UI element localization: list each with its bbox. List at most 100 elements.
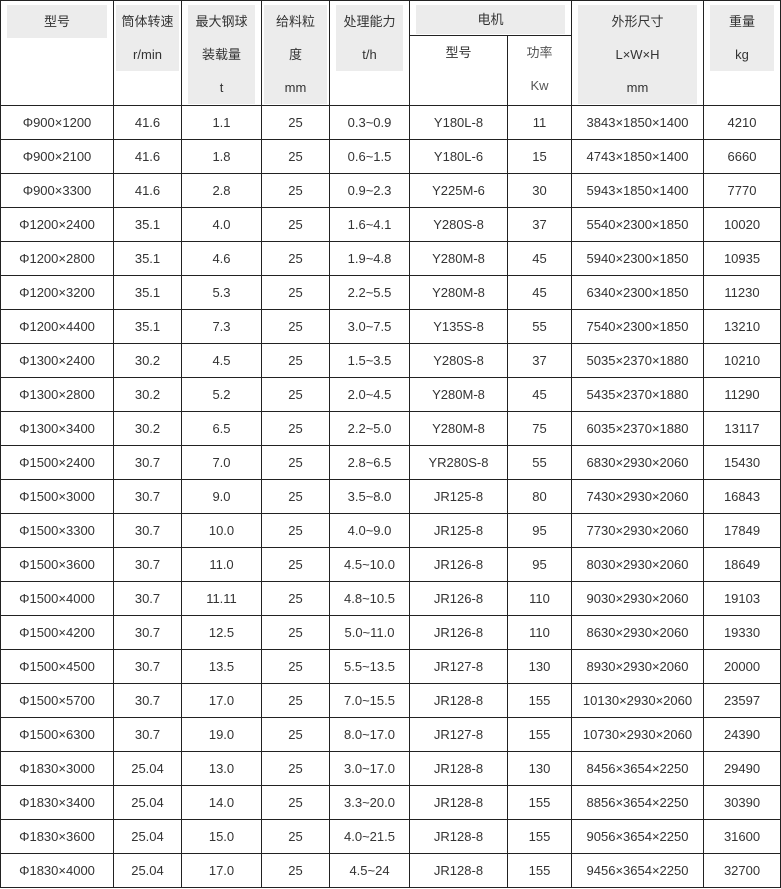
cell-motor-power: 155 [506, 717, 573, 752]
table-row: Φ1500×5700 30.7 17.0 25 7.0~15.5 JR128-8 155 10… [0, 683, 781, 718]
table-row: Φ1500×3300 30.7 10.0 25 4.0~9.0 JR125-8 95 7730… [0, 513, 781, 548]
cell-capacity: 3.0~17.0 [329, 751, 410, 786]
cell-ball-load: 10.0 [181, 513, 262, 548]
cell-motor-power: 95 [506, 547, 573, 582]
cell-model: Φ1830×4000 [0, 853, 114, 888]
cell-speed: 41.6 [113, 173, 182, 208]
cell-model: Φ1500×5700 [0, 683, 114, 718]
cell-motor-power: 95 [506, 513, 573, 548]
cell-motor-power: 130 [506, 751, 573, 786]
cell-feed-size: 25 [261, 649, 330, 684]
cell-dimensions: 9030×2930×2060 [571, 581, 705, 616]
table-row: Φ1830×3600 25.04 15.0 25 4.0~21.5 JR128-8 155 9… [0, 819, 781, 854]
cell-ball-load: 14.0 [181, 785, 262, 820]
cell-ball-load: 6.5 [181, 411, 262, 446]
cell-motor-power: 155 [506, 683, 573, 718]
table-row: Φ1300×3400 30.2 6.5 25 2.2~5.0 Y280M-8 75 6035×… [0, 411, 781, 446]
cell-motor-model: Y280M-8 [409, 411, 508, 446]
cell-motor-power: 15 [506, 139, 573, 174]
cell-weight: 6660 [703, 139, 781, 174]
cell-feed-size: 25 [261, 785, 330, 820]
cell-feed-size: 25 [261, 717, 330, 752]
cell-motor-model: JR127-8 [409, 649, 508, 684]
cell-speed: 30.7 [113, 547, 182, 582]
cell-dimensions: 4743×1850×1400 [571, 139, 705, 174]
cell-weight: 11290 [703, 377, 781, 412]
cell-speed: 35.1 [113, 275, 182, 310]
cell-speed: 25.04 [113, 819, 182, 854]
cell-capacity: 1.5~3.5 [329, 343, 410, 378]
cell-motor-model: Y280M-8 [409, 377, 508, 412]
cell-ball-load: 7.0 [181, 445, 262, 480]
cell-speed: 35.1 [113, 309, 182, 344]
cell-feed-size: 25 [261, 105, 330, 140]
cell-speed: 30.7 [113, 717, 182, 752]
table-row: Φ1830×4000 25.04 17.0 25 4.5~24 JR128-8 155 945… [0, 853, 781, 888]
cell-motor-model: Y280S-8 [409, 343, 508, 378]
cell-capacity: 2.2~5.5 [329, 275, 410, 310]
cell-dimensions: 3843×1850×1400 [571, 105, 705, 140]
cell-dimensions: 6035×2370×1880 [571, 411, 705, 446]
cell-speed: 35.1 [113, 241, 182, 276]
cell-motor-model: Y280S-8 [409, 207, 508, 242]
cell-capacity: 2.2~5.0 [329, 411, 410, 446]
cell-capacity: 2.8~6.5 [329, 445, 410, 480]
cell-weight: 15430 [703, 445, 781, 480]
cell-motor-model: JR126-8 [409, 615, 508, 650]
table-row: Φ1500×4500 30.7 13.5 25 5.5~13.5 JR127-8 130 89… [0, 649, 781, 684]
cell-weight: 13117 [703, 411, 781, 446]
cell-ball-load: 12.5 [181, 615, 262, 650]
cell-feed-size: 25 [261, 853, 330, 888]
cell-ball-load: 11.0 [181, 547, 262, 582]
cell-motor-power: 130 [506, 649, 573, 684]
cell-motor-power: 155 [506, 853, 573, 888]
cell-model: Φ1300×3400 [0, 411, 114, 446]
cell-feed-size: 25 [261, 581, 330, 616]
cell-capacity: 7.0~15.5 [329, 683, 410, 718]
cell-motor-model: JR126-8 [409, 581, 508, 616]
cell-weight: 16843 [703, 479, 781, 514]
cell-speed: 30.7 [113, 615, 182, 650]
cell-weight: 10210 [703, 343, 781, 378]
cell-dimensions: 9456×3654×2250 [571, 853, 705, 888]
cell-weight: 4210 [703, 105, 781, 140]
cell-feed-size: 25 [261, 207, 330, 242]
cell-capacity: 0.9~2.3 [329, 173, 410, 208]
cell-motor-power: 45 [506, 377, 573, 412]
table-row: Φ1200×4400 35.1 7.3 25 3.0~7.5 Y135S-8 55 7540×… [0, 309, 781, 344]
cell-speed: 30.7 [113, 513, 182, 548]
cell-feed-size: 25 [261, 173, 330, 208]
cell-motor-model: JR128-8 [409, 683, 508, 718]
table-row: Φ1300×2400 30.2 4.5 25 1.5~3.5 Y280S-8 37 5035×… [0, 343, 781, 378]
cell-dimensions: 10730×2930×2060 [571, 717, 705, 752]
cell-motor-power: 110 [506, 615, 573, 650]
cell-motor-power: 37 [506, 207, 573, 242]
cell-weight: 17849 [703, 513, 781, 548]
cell-weight: 23597 [703, 683, 781, 718]
cell-dimensions: 7540×2300×1850 [571, 309, 705, 344]
cell-dimensions: 8456×3654×2250 [571, 751, 705, 786]
cell-motor-model: JR126-8 [409, 547, 508, 582]
cell-capacity: 0.3~0.9 [329, 105, 410, 140]
cell-feed-size: 25 [261, 275, 330, 310]
cell-motor-power: 45 [506, 241, 573, 276]
cell-ball-load: 11.11 [181, 581, 262, 616]
table-row: Φ1500×3000 30.7 9.0 25 3.5~8.0 JR125-8 80 7430×… [0, 479, 781, 514]
cell-dimensions: 7730×2930×2060 [571, 513, 705, 548]
cell-weight: 31600 [703, 819, 781, 854]
cell-capacity: 5.0~11.0 [329, 615, 410, 650]
cell-motor-power: 75 [506, 411, 573, 446]
cell-ball-load: 5.3 [181, 275, 262, 310]
cell-speed: 30.2 [113, 377, 182, 412]
cell-motor-model: JR128-8 [409, 751, 508, 786]
cell-dimensions: 9056×3654×2250 [571, 819, 705, 854]
cell-model: Φ1830×3600 [0, 819, 114, 854]
cell-ball-load: 17.0 [181, 683, 262, 718]
cell-motor-model: YR280S-8 [409, 445, 508, 480]
cell-motor-model: JR125-8 [409, 479, 508, 514]
header-motor-model: 型号 [409, 35, 508, 106]
cell-feed-size: 25 [261, 139, 330, 174]
header-capacity: 处理能力 t/h [329, 0, 410, 106]
cell-feed-size: 25 [261, 377, 330, 412]
